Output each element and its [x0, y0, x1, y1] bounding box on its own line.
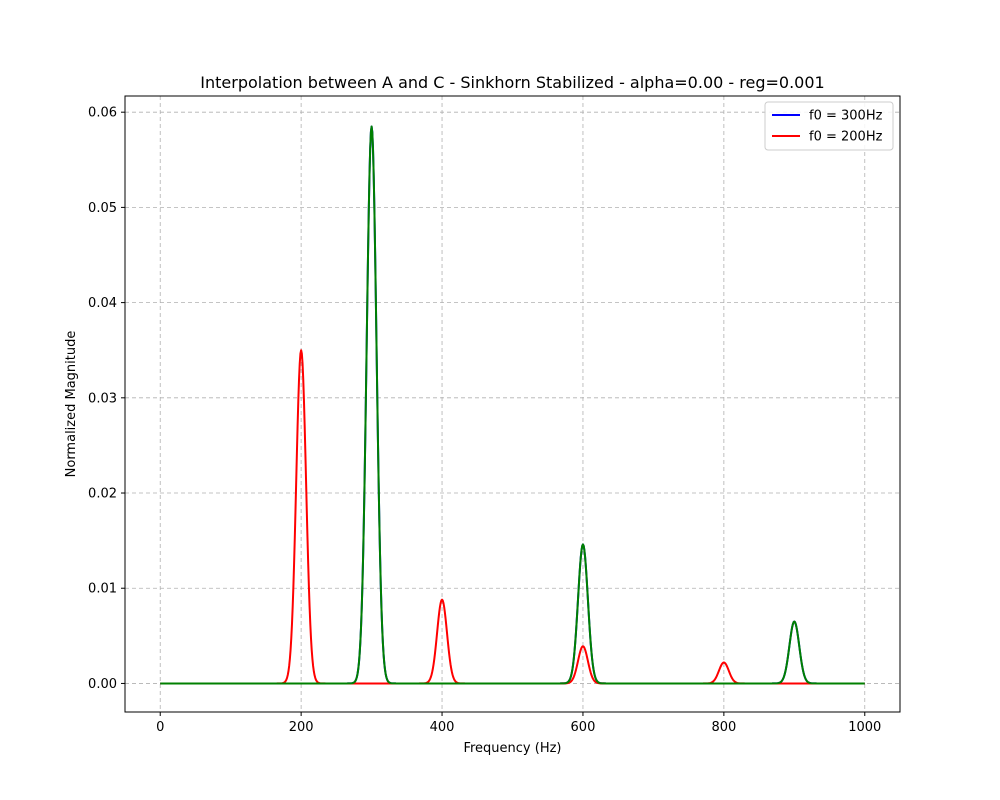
legend-label: f0 = 200Hz	[809, 130, 883, 145]
y-tick-label: 0.02	[88, 487, 117, 502]
x-axis-label: Frequency (Hz)	[463, 741, 561, 756]
x-axis-ticks: 0 200 400 600 800 1000	[156, 712, 881, 735]
y-tick-label: 0.06	[88, 106, 117, 121]
y-tick-label: 0.00	[88, 677, 117, 692]
y-tick-label: 0.01	[88, 582, 117, 597]
x-tick-label: 0	[156, 720, 164, 735]
y-tick-label: 0.04	[88, 296, 117, 311]
x-tick-label: 200	[289, 720, 314, 735]
y-axis-ticks: 0.00 0.01 0.02 0.03 0.04 0.05 0.06	[88, 106, 125, 692]
plot-frame	[124, 95, 901, 713]
legend-label: f0 = 300Hz	[809, 109, 883, 124]
x-tick-label: 400	[430, 720, 455, 735]
series-line	[159, 125, 866, 685]
series-2	[159, 125, 866, 685]
chart-title: Interpolation between A and C - Sinkhorn…	[200, 73, 824, 92]
legend: f0 = 300Hz f0 = 200Hz	[764, 101, 894, 151]
y-axis-label: Normalized Magnitude	[64, 331, 79, 478]
y-tick-label: 0.05	[88, 201, 117, 216]
x-tick-label: 600	[571, 720, 596, 735]
x-tick-label: 800	[711, 720, 736, 735]
x-tick-label: 1000	[848, 720, 881, 735]
y-tick-label: 0.03	[88, 391, 117, 406]
series-lines	[159, 125, 866, 685]
